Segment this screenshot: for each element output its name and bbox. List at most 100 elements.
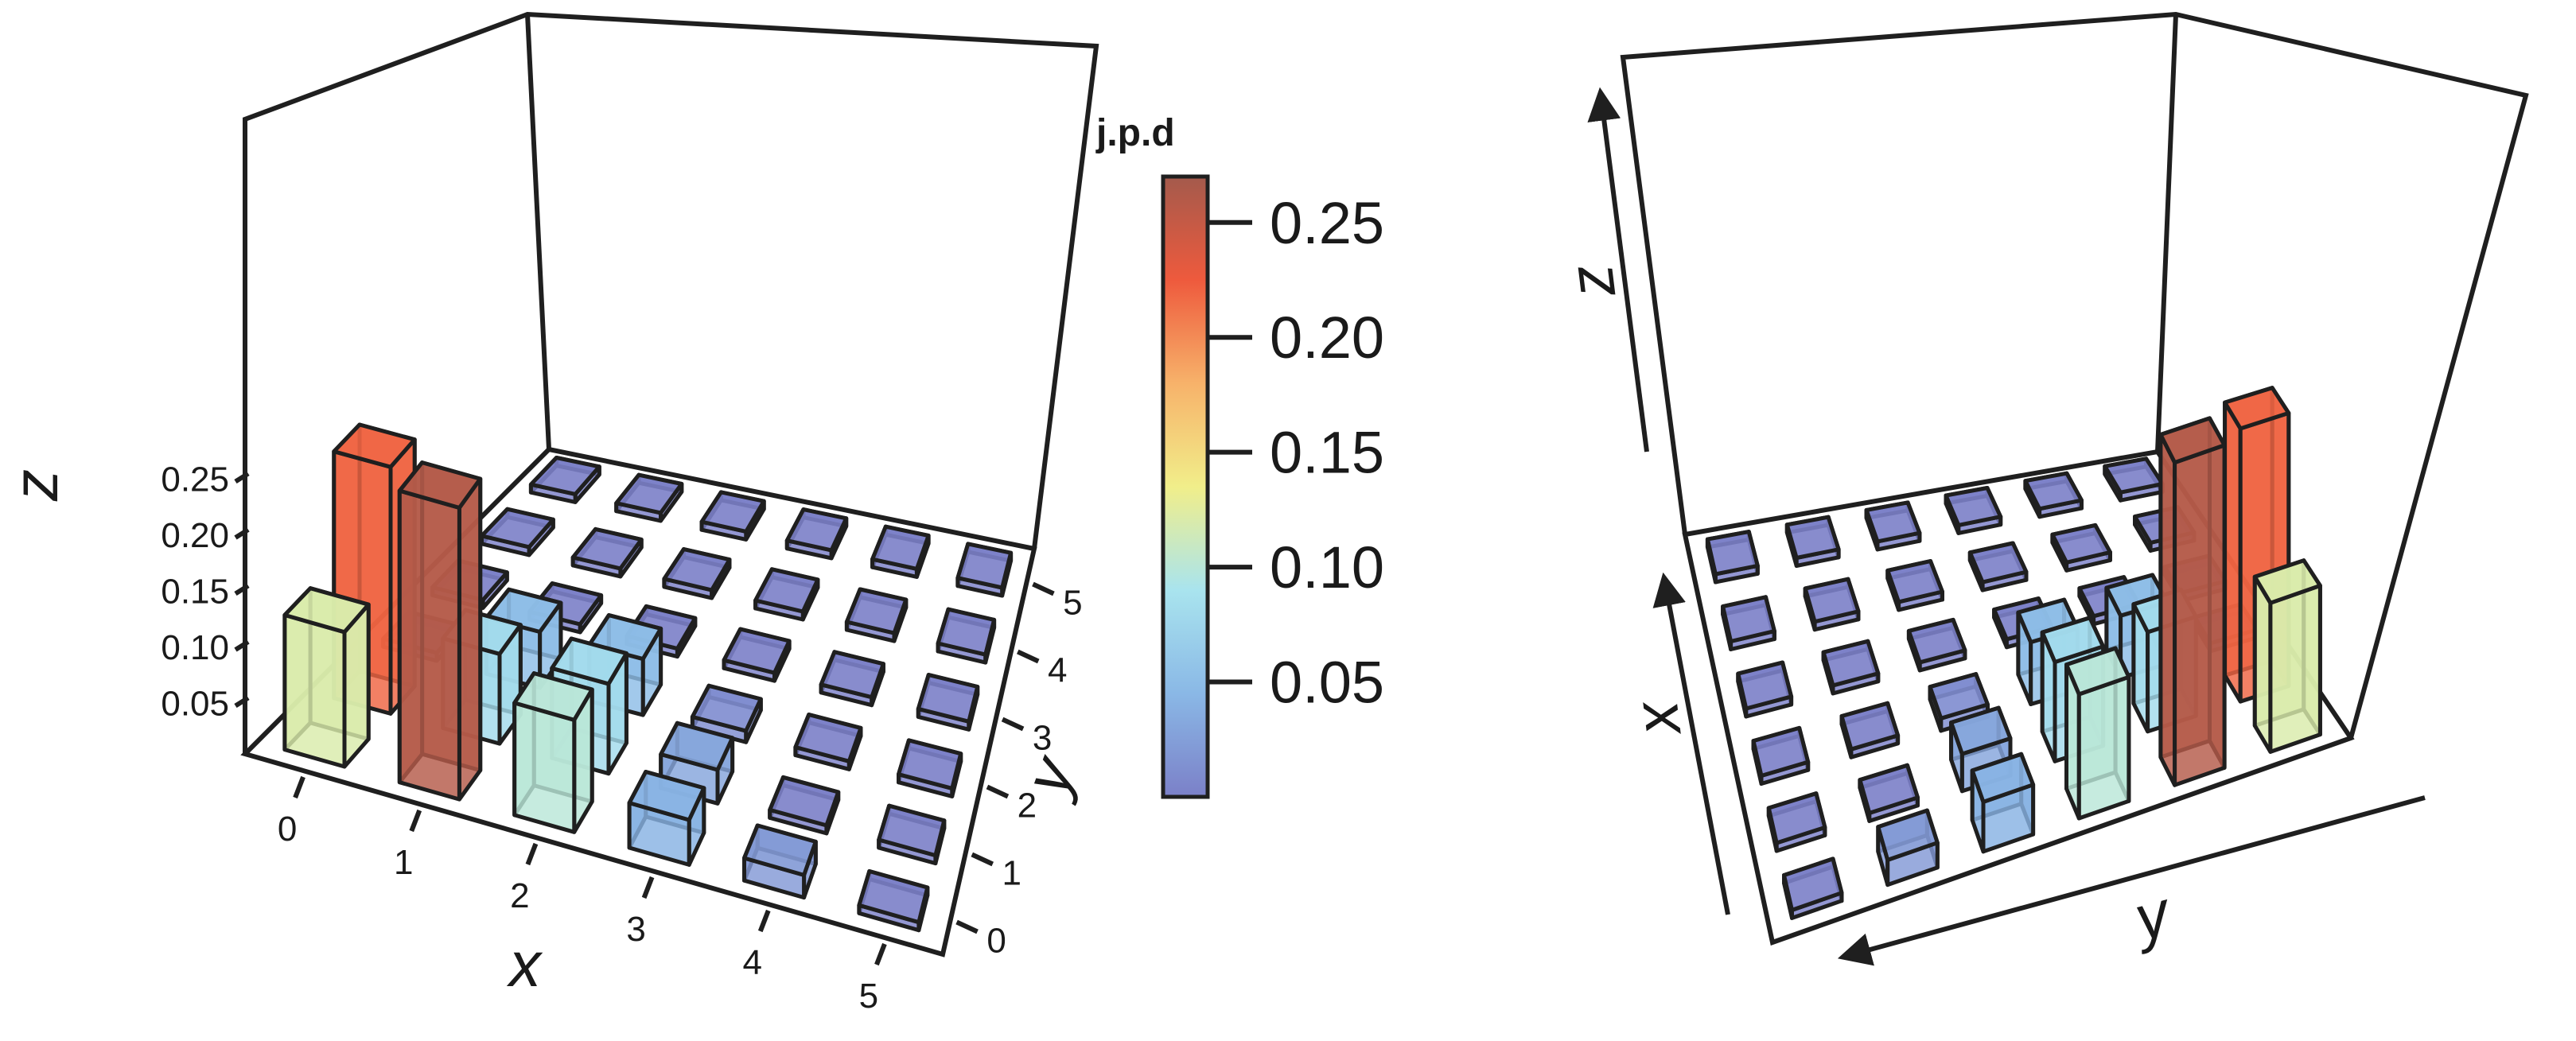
bar-4-2 <box>1839 701 1901 759</box>
bar-top <box>955 542 1014 590</box>
bar-top <box>2050 522 2112 565</box>
bar-5-4 <box>1721 595 1776 651</box>
bar-1-5 <box>2023 471 2084 519</box>
bar-5-0 <box>857 869 930 933</box>
x-axis-arrow <box>1652 572 1730 915</box>
bar-3-5 <box>1864 500 1922 552</box>
y-tick <box>986 784 1010 799</box>
bar-2-0 <box>512 671 594 834</box>
bar-top <box>1766 791 1827 845</box>
bar-top <box>282 586 371 635</box>
bar-top <box>1944 486 2003 527</box>
bar-4-5 <box>870 524 931 579</box>
bar-top <box>1858 763 1920 815</box>
bar-top <box>753 567 820 614</box>
z-tick-label: 0.20 <box>161 516 229 555</box>
bar-top <box>1967 541 2029 585</box>
bar-1-5 <box>614 472 684 523</box>
bar-2-0 <box>2064 646 2131 821</box>
bar-side <box>2076 674 2131 821</box>
y-tick-label: 3 <box>1033 719 1052 758</box>
bar-top <box>627 770 706 822</box>
right-3d-bar-chart: z x y <box>1555 11 2529 966</box>
z-tick <box>234 583 250 596</box>
bar-3-0 <box>627 770 706 867</box>
bar-2-1 <box>550 636 628 776</box>
bar-3-3 <box>722 627 792 683</box>
x-axis-title: x <box>1620 696 1695 741</box>
right-bars <box>1705 386 2322 920</box>
bar-side <box>2252 574 2273 754</box>
bar-top <box>662 547 732 592</box>
bar-top <box>897 738 963 790</box>
z-tick <box>234 471 250 484</box>
bar-top <box>768 775 841 828</box>
y-axis-arrow <box>1837 795 2426 966</box>
bar-top <box>916 673 980 724</box>
z-axis-title: z <box>0 469 71 502</box>
x-tick-label: 5 <box>859 977 878 1016</box>
bar-top <box>793 713 863 763</box>
back-corner-edge <box>525 14 551 450</box>
x-tick-label: 3 <box>626 910 645 949</box>
bar-top <box>2252 558 2322 605</box>
bar-2-5 <box>1944 486 2003 535</box>
bar-5-2 <box>897 738 963 798</box>
bar-top <box>877 803 947 858</box>
bar-top <box>690 683 763 733</box>
z-axis-title: z <box>1555 261 1628 302</box>
bar-3-5 <box>784 507 849 561</box>
bar-side <box>2268 583 2322 754</box>
bar-side <box>2173 443 2227 787</box>
bar-3-3 <box>1906 617 1967 673</box>
bar-1-0 <box>2158 416 2227 787</box>
x-tick <box>757 909 771 933</box>
bar-top <box>2064 646 2131 697</box>
bar-3-4 <box>753 567 820 622</box>
bar-4-0 <box>742 823 818 900</box>
bar-top <box>722 627 792 675</box>
bar-top <box>1736 660 1794 711</box>
y-tick <box>955 919 979 934</box>
y-tick <box>1032 581 1055 596</box>
y-axis-title: y <box>2123 876 2180 955</box>
bar-2-5 <box>699 490 766 542</box>
bar-4-3 <box>1821 639 1881 696</box>
bar-top <box>614 472 684 515</box>
z-tick-label: 0.25 <box>161 460 229 499</box>
bar-top <box>1821 639 1881 688</box>
bar-top <box>857 869 930 925</box>
x-tick-label: 2 <box>510 876 529 915</box>
x-tick <box>409 809 422 833</box>
bar-top <box>1928 672 1990 721</box>
bar-side <box>512 701 577 834</box>
bar-top <box>1885 559 1944 604</box>
bar-5-1 <box>877 803 947 866</box>
y-tick-label: 5 <box>1063 584 1082 623</box>
bar-top <box>480 507 555 550</box>
colorbar-bar <box>1161 174 1210 799</box>
bar-4-1 <box>1858 763 1920 823</box>
bar-top <box>2040 616 2106 664</box>
bar-side <box>282 612 347 769</box>
bar-5-1 <box>1766 791 1827 853</box>
x-tick <box>293 775 305 799</box>
bar-1-0 <box>397 460 483 802</box>
bar-top <box>870 524 931 571</box>
colorbar-tick-label: 0.15 <box>1270 420 1384 486</box>
back-corner-edge <box>2155 14 2178 453</box>
bar-top <box>550 636 628 686</box>
bar-0-0 <box>282 586 371 769</box>
bar-0-0 <box>2252 558 2322 754</box>
bar-top <box>332 422 417 469</box>
bar-top <box>936 607 997 657</box>
bar-side <box>2158 433 2177 787</box>
bar-0-4 <box>480 507 555 557</box>
bar-top <box>2223 386 2291 431</box>
bar-top <box>397 460 483 510</box>
x-tick-label: 0 <box>278 810 297 849</box>
colorbar-tick-label: 0.20 <box>1270 305 1384 371</box>
